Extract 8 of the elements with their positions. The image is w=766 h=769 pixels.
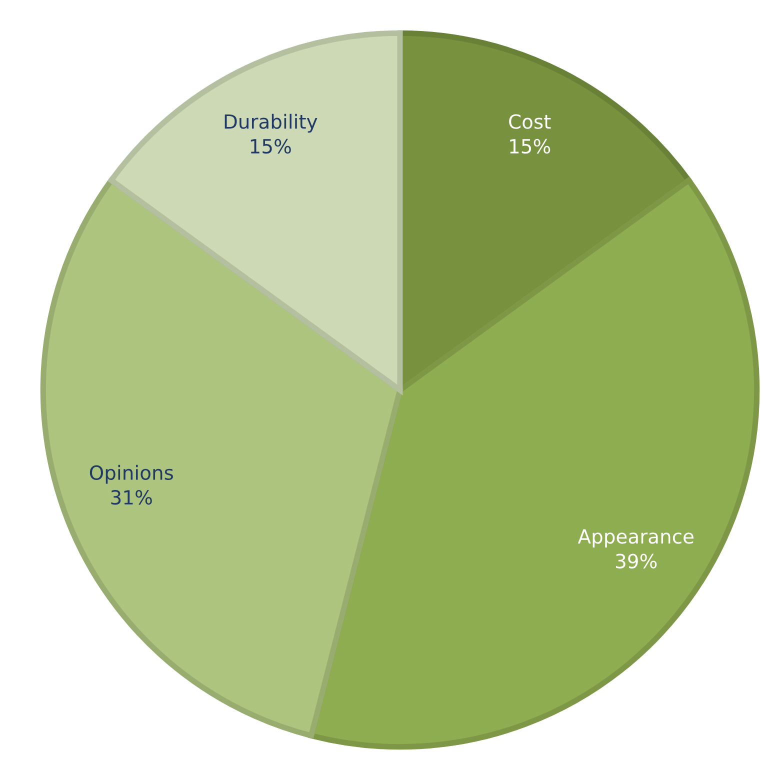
slice-label: Opinions bbox=[90, 464, 173, 484]
slice-label: Appearance bbox=[578, 529, 694, 548]
data-label: 15% bbox=[510, 138, 550, 154]
data-label: 39% bbox=[616, 554, 657, 568]
slice-label: Durability bbox=[224, 114, 318, 133]
data-label: 31% bbox=[111, 490, 152, 505]
slice-label: Cost bbox=[509, 114, 551, 129]
data-label: 15% bbox=[250, 138, 291, 154]
